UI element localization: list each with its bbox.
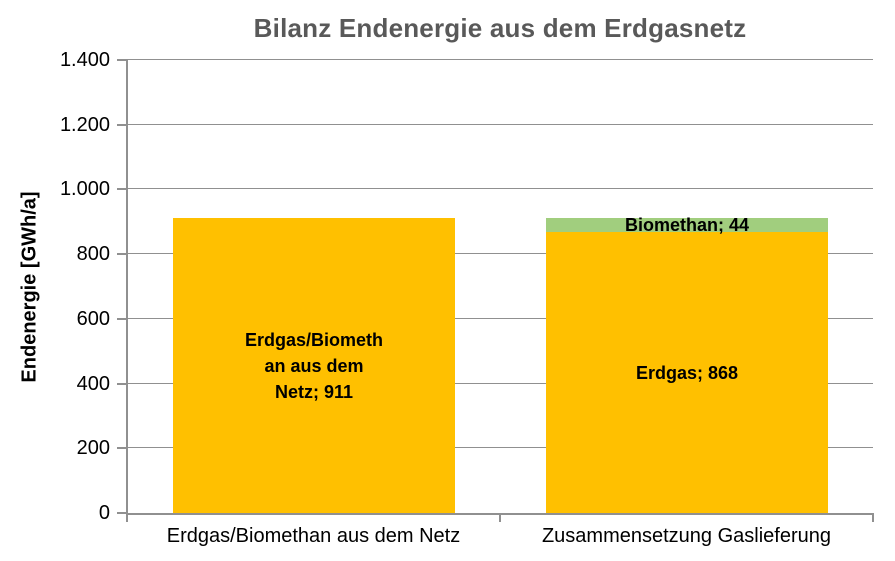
y-axis-line <box>126 59 128 515</box>
data-label-line: Netz; 911 <box>274 381 354 402</box>
x-axis-tick <box>872 515 874 522</box>
y-axis-tick <box>117 124 126 126</box>
gridline-800 <box>127 253 873 254</box>
y-axis-tick <box>117 253 126 255</box>
gridline-200 <box>127 447 873 448</box>
y-axis-tick-label: 1.400 <box>59 49 110 71</box>
chart-title: Bilanz Endenergie aus dem Erdgasnetz <box>253 13 747 43</box>
x-category-label-zusammensetzung-gaslieferung: Zusammensetzung Gaslieferung <box>541 525 832 547</box>
y-axis-tick-label: 200 <box>76 437 110 459</box>
gridline-1-000 <box>127 188 873 189</box>
bar-segment-biomethan: Biomethan; 44 <box>546 215 828 235</box>
data-label-erdgas: Erdgas; 868 <box>636 360 738 386</box>
y-axis-tick-label: 1.200 <box>59 114 110 136</box>
gridline-1-400 <box>127 59 873 60</box>
x-axis-line <box>126 513 874 515</box>
data-label-line: Biomethan; 44 <box>624 215 750 235</box>
gridline-600 <box>127 318 873 319</box>
y-axis-tick <box>117 447 126 449</box>
y-axis-tick-label: 400 <box>76 373 110 395</box>
gridline-1-200 <box>127 124 873 125</box>
y-axis-tick-label: 0 <box>98 502 110 524</box>
y-axis-title: Endenergie [GWh/a] <box>18 191 41 383</box>
data-label-line: an aus dem <box>264 355 364 376</box>
gridline-400 <box>127 383 873 384</box>
y-axis-tick-label: 1.000 <box>59 178 110 200</box>
x-axis-tick <box>126 515 128 522</box>
x-category-label-erdgas-biomethan-aus-dem-netz: Erdgas/Biomethan aus dem Netz <box>166 525 461 547</box>
y-axis-tick <box>117 512 126 514</box>
y-axis-tick <box>117 383 126 385</box>
data-label-line: Erdgas/Biometh <box>244 329 384 350</box>
y-axis-tick <box>117 318 126 320</box>
x-axis-tick <box>499 515 501 522</box>
y-axis-tick <box>117 188 126 190</box>
y-axis-tick-label: 600 <box>76 308 110 330</box>
y-axis-tick <box>117 59 126 61</box>
data-label-erdgas-biomethan-aus-dem-netz: Erdgas/Biometh an aus dem Netz; 911 <box>245 327 383 405</box>
y-axis-tick-label: 800 <box>76 243 110 265</box>
data-label-biomethan: Biomethan; 44 <box>625 212 749 238</box>
bar-segment-erdgas-biomethan-aus-dem-netz: Erdgas/Biometh an aus dem Netz; 911 <box>173 218 455 513</box>
data-label-line: Erdgas; 868 <box>635 362 739 383</box>
bar-segment-erdgas: Erdgas; 868 <box>546 232 828 513</box>
